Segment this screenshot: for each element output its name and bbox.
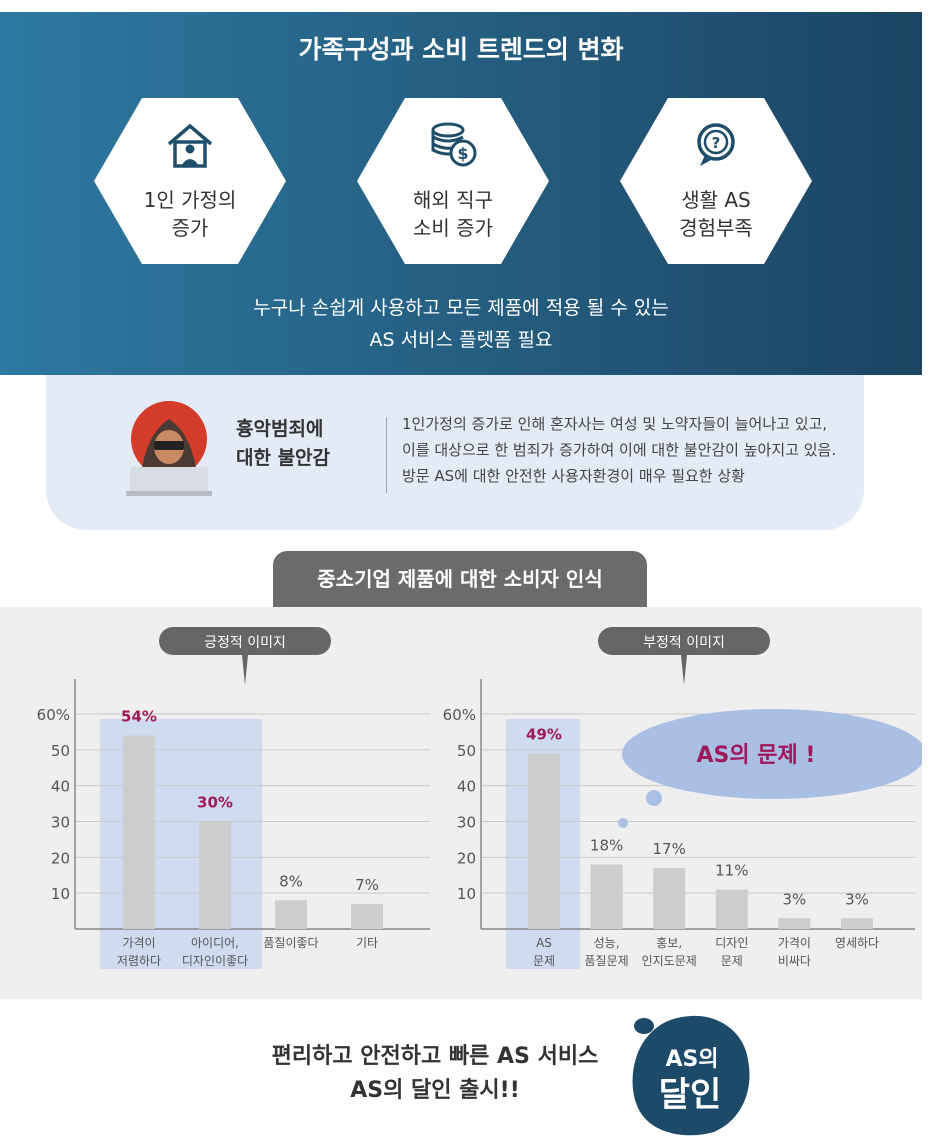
bar — [841, 918, 873, 929]
y-tick-label: 30 — [51, 814, 70, 832]
data-label: 30% — [197, 794, 233, 812]
category-label: 품질이좋다 — [263, 936, 318, 950]
hooded-hacker-icon — [126, 401, 212, 496]
question-bubble-icon: ? — [697, 123, 735, 166]
category-label: 디자인 문제 — [715, 936, 748, 968]
footer-slogan: 편리하고 안전하고 빠른 AS 서비스 AS의 달인 출시!! — [271, 1044, 599, 1103]
info-text: 1인가정의 증가로 인해 혼자사는 여성 및 노약자들이 늘어나고 있고, 이를… — [402, 415, 837, 485]
y-tick-label: 30 — [457, 814, 476, 832]
negative-image-chart: 부정적 이미지 60% 50 40 30 20 10 49% AS 문제 18% 성능, 품질문제 17%… — [443, 627, 922, 969]
annotation-bubble: AS의 문제 ! — [618, 709, 922, 828]
bar — [590, 864, 623, 929]
category-label: 가격이 비싸다 — [778, 936, 811, 968]
y-tick-label: 40 — [51, 778, 70, 796]
hexagon-shape — [620, 98, 812, 264]
category-label: 아이디어, 디자인이좋다 — [182, 936, 248, 968]
svg-text:$: $ — [457, 144, 468, 163]
hexagon-shape — [94, 98, 286, 264]
data-label: 54% — [121, 708, 157, 726]
annotation-text: AS의 문제 ! — [697, 743, 816, 768]
bubble-dot — [646, 790, 662, 806]
data-label: 11% — [715, 862, 748, 880]
bar — [199, 821, 231, 929]
positive-image-chart: 긍정적 이미지 60% 50 40 30 20 10 54% 가격이 저렴하다 30% 아이디어, 디자… — [37, 627, 430, 969]
y-tick-label: 50 — [457, 742, 476, 760]
bar — [715, 889, 748, 929]
coins-dollar-icon: $ — [431, 122, 477, 167]
category-label: 홍보, 인지도문제 — [642, 936, 697, 968]
category-label: 영세하다 — [835, 936, 879, 950]
svg-text:?: ? — [712, 134, 721, 152]
chart-title-pill: 부정적 이미지 — [598, 627, 770, 685]
data-label: 7% — [355, 876, 379, 894]
title-pill-pointer — [242, 655, 248, 685]
bar — [351, 903, 383, 929]
crime-anxiety-box: 흉악범죄에 대한 불안감 1인가정의 증가로 인해 혼자사는 여성 및 노약자들… — [46, 375, 864, 530]
y-tick-label: 10 — [51, 885, 70, 903]
title-pill-bg — [159, 627, 331, 655]
y-tick-label: 40 — [457, 778, 476, 796]
card-label: 해외 직구 소비 증가 — [413, 188, 493, 240]
category-label: 가격이 저렴하다 — [117, 936, 161, 968]
y-tick-label: 50 — [51, 742, 70, 760]
category-label: 기타 — [356, 936, 378, 950]
data-label: 18% — [590, 837, 623, 855]
card-single-household: 1인 가정의 증가 — [94, 98, 286, 264]
house-person-icon — [167, 124, 213, 168]
y-tick-label: 60% — [443, 706, 476, 724]
y-tick-label: 60% — [37, 706, 70, 724]
info-title: 흉악범죄에 대한 불안감 — [236, 418, 331, 469]
bar — [778, 918, 811, 929]
y-tick-label: 20 — [51, 849, 70, 867]
chart-panel: 긍정적 이미지 60% 50 40 30 20 10 54% 가격이 저렴하다 30% 아이디어, 디자… — [0, 607, 922, 999]
card-as-inexperience: ? 생활 AS 경험부족 — [620, 98, 812, 264]
data-label: 8% — [279, 872, 303, 890]
category-label: 성능, 품질문제 — [585, 936, 629, 968]
card-overseas-purchase: $ 해외 직구 소비 증가 — [357, 98, 549, 264]
card-label: 생활 AS 경험부족 — [679, 188, 753, 240]
bubble-body — [622, 709, 922, 799]
data-label: 3% — [845, 890, 869, 908]
header-summary: 누구나 손쉽게 사용하고 모든 제품에 적용 될 수 있는 AS 서비스 플렛폼… — [253, 297, 669, 351]
logo-text-top: AS의 — [665, 1047, 718, 1072]
bar — [653, 868, 686, 929]
section-title: 중소기업 제품에 대한 소비자 인식 — [273, 551, 647, 607]
bar — [528, 753, 560, 929]
y-tick-label: 10 — [457, 885, 476, 903]
data-label: 49% — [526, 725, 562, 743]
bar — [275, 900, 307, 929]
title-pill-pointer — [681, 655, 687, 685]
header-title: 가족구성과 소비 트렌드의 변화 — [298, 35, 624, 64]
as-master-logo: AS의 달인 — [632, 1015, 750, 1136]
chart-title-pill: 긍정적 이미지 — [159, 627, 331, 685]
divider — [386, 417, 387, 493]
logo-text-bottom: 달인 — [659, 1075, 722, 1115]
bar — [123, 735, 155, 929]
y-tick-label: 20 — [457, 849, 476, 867]
chart-title: 부정적 이미지 — [643, 635, 725, 651]
bubble-dot — [618, 818, 628, 828]
category-label: AS 문제 — [533, 936, 555, 968]
title-pill-bg — [598, 627, 770, 655]
data-label: 3% — [783, 890, 807, 908]
chart-title: 긍정적 이미지 — [204, 635, 286, 651]
data-label: 17% — [653, 840, 686, 858]
card-label: 1인 가정의 증가 — [143, 188, 237, 240]
hexagon-shape — [357, 98, 549, 264]
